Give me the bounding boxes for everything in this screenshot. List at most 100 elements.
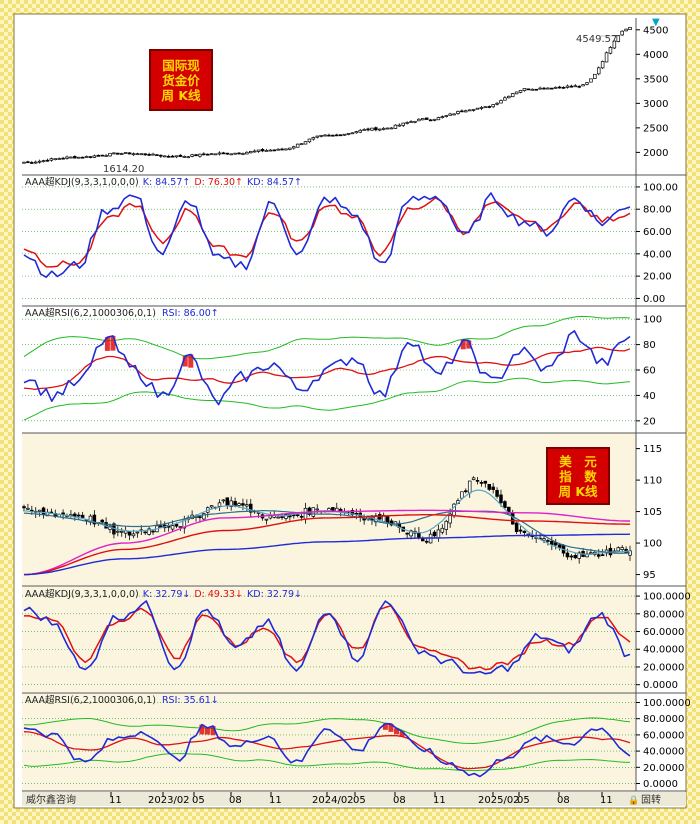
gold-candle-body [362,129,366,131]
gold-candle-body [514,91,519,95]
tick-label: 100.0000 [643,592,691,603]
dxy-candle-body [245,504,249,507]
dxy-candle-body [389,520,394,526]
dxy-candle-body [487,483,492,490]
rsi-overbought-fill [460,339,466,350]
dxy-candle-body [80,514,85,518]
dxy-candle-body [483,480,488,484]
dxy-candle-body [22,506,26,509]
dxy-candle-body [464,490,468,493]
gold-candle-body [409,121,413,123]
dxy-candle-body [569,555,574,558]
dxy-candle-body [557,544,562,548]
tick-label: 105 [643,507,662,518]
dxy-candle-body [221,499,226,502]
rsi2-lines [23,717,631,778]
gold-candle-body [573,85,578,88]
top-arrow-icon[interactable]: ▼ [652,17,660,28]
gold-candle-body [49,158,54,161]
dxy-candle-body [61,512,65,515]
kdj1-lines [23,192,631,279]
gold-candle-body [628,27,632,30]
gold-low-label: 1614.20 [103,164,144,175]
dxy-candle-body [100,519,104,523]
gold-candle-body [354,131,359,134]
tick-label: 80 [643,340,656,351]
dxy-candle-body [143,531,147,534]
gold-candle-body [104,155,108,157]
dxy-candle-body [299,515,304,518]
dxy-candle-body [440,527,445,533]
gold-candle-body [26,161,30,164]
dxy-candle-body [276,516,280,519]
dxy-candle-body [264,518,269,521]
gold-candle-body [370,127,374,131]
rsi-signal-line [23,346,631,391]
tick-label: 80.00 [643,205,672,216]
tick-label: 80.0000 [643,714,684,725]
panel-rsi1-bg [22,306,636,432]
gold-candle-body [327,134,331,137]
gold-candle-body [593,73,597,79]
dxy-candle-body [268,515,273,519]
gold-candle-body [612,40,617,49]
dxy-candle-body [475,479,480,482]
kdj1-kd: KD: 84.57↑ [247,177,302,188]
gold-candle-body [616,35,621,42]
dxy-candle-body [131,533,136,537]
gold-candle-body [108,152,112,157]
gold-candle-body [135,153,140,156]
dxy-candle-body [467,480,472,494]
indicator-headers: AAA超KDJ(9,3,3,1,0,0,0) K: 84.57↑ D: 76.30↑… [25,176,302,706]
panel-gold-bg [22,18,636,174]
lock-icon[interactable]: 🔒 [628,795,639,806]
gold-candle-body [119,153,124,155]
svg-text:AAA超KDJ(9,3,3,1,0,0,0)K: 32.79: AAA超KDJ(9,3,3,1,0,0,0) K: 32.79↓ D: 49.33↓… [25,588,302,600]
gold-candle-body [288,147,292,150]
gold-candle-body [319,134,323,137]
dxy-candle-body [405,532,409,535]
gold-candle-body [452,113,456,116]
dxy-badge-line2: 指 数 [559,469,597,484]
dxy-candle-body [41,507,46,515]
dxy-candle-body [518,529,523,532]
gold-candle-body [507,95,511,99]
gold-candle-body [561,87,566,89]
gold-candle-body [346,133,351,135]
dxy-candle-body [596,554,601,557]
gold-candle-body [276,148,280,151]
gold-candle-body [268,149,273,152]
gold-candle-body [57,158,61,160]
dxy-candle-body [92,514,97,525]
gold-candle-body [417,118,421,122]
dxy-candle-body [385,516,390,524]
gold-candle-body [178,154,183,157]
dxy-candle-body [491,486,495,490]
date-label: 05 [192,795,205,806]
dxy-ma-mid [23,510,631,554]
rsi-lower-band [23,377,631,421]
tick-label: 20 [643,416,656,427]
date-label: 08 [557,795,570,806]
gold-candle-body [444,115,448,117]
rsi-overbought-fill [393,728,399,735]
dxy-candle-body [217,502,222,507]
dxy-candle-body [589,552,593,555]
dxy-candle-body [616,547,621,552]
tick-label: 40.0000 [643,645,684,656]
svg-text:AAA超RSI(6,2,1000306,0,1)RSI: 3: AAA超RSI(6,2,1000306,0,1) RSI: 35.61↓ [25,694,219,706]
watermark-label: 威尔鑫咨询 [26,793,76,806]
dxy-candle-body [178,526,183,528]
tick-label: 115 [643,444,662,455]
gold-candle-body [550,87,554,90]
gold-candle-body [252,150,257,153]
dxy-candle-body [577,552,581,559]
tick-label: 60.0000 [643,730,684,741]
rsi-line [23,330,631,406]
dxy-candle-body [76,514,81,517]
rsi-upper-band [23,315,631,360]
gold-candle-body [604,52,609,63]
date-label: 2024/02 [312,795,354,806]
tick-label: 100.0000 [643,698,691,709]
dxy-ma-short [23,489,631,556]
